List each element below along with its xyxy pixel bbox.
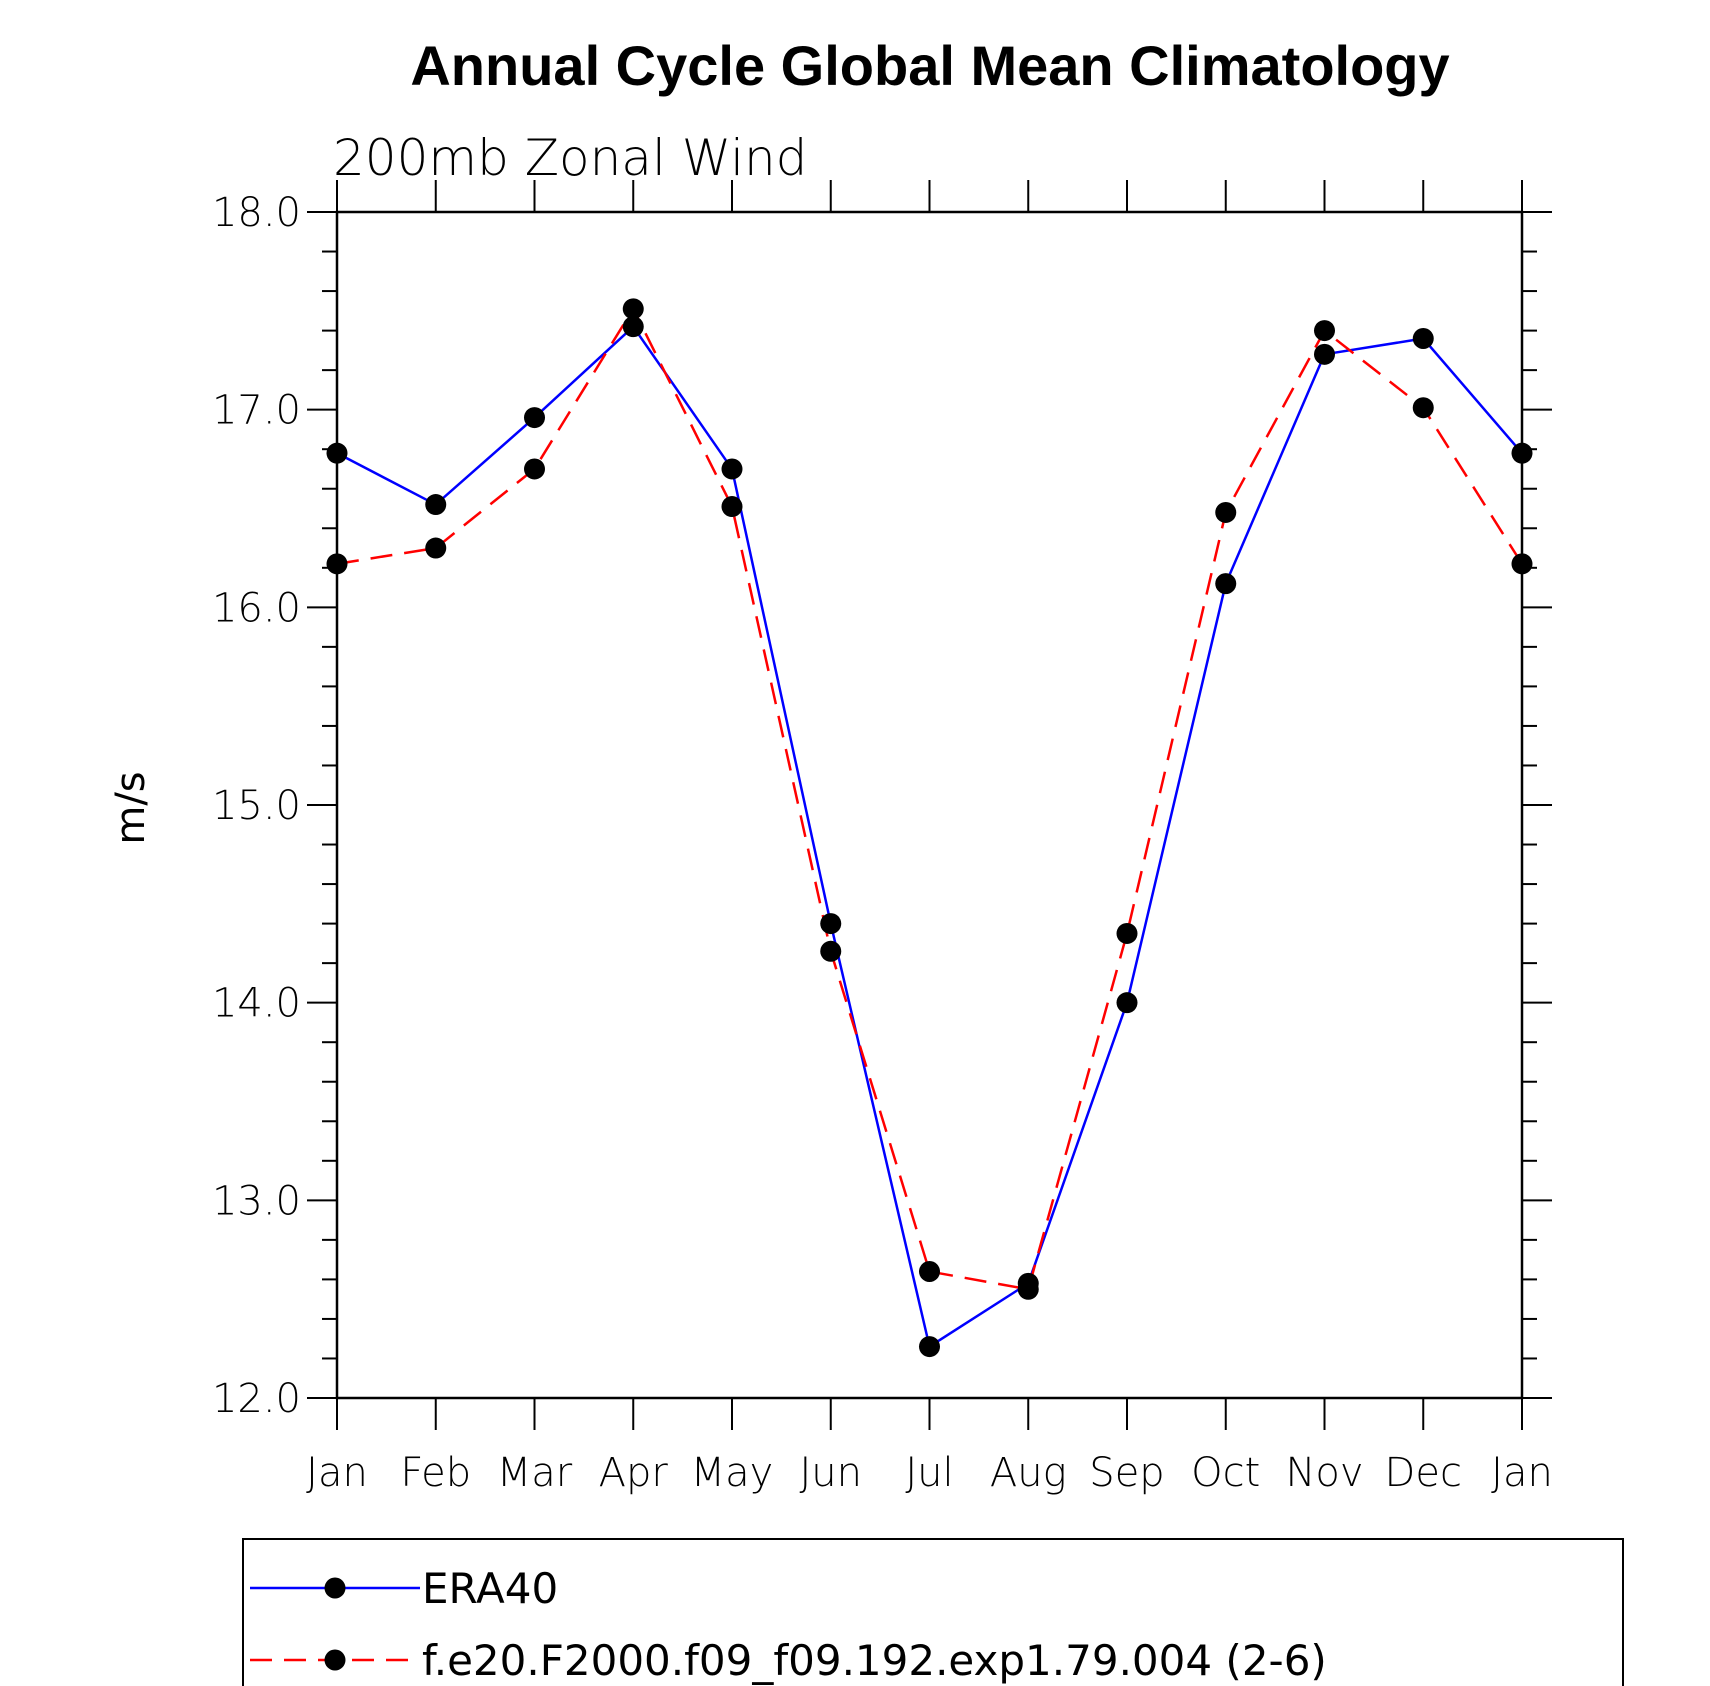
series-1-point (524, 407, 545, 429)
legend: ERA40 f.e20.F2000.f09_f09.192.exp1.79.004… (242, 1538, 1624, 1686)
axes: 12.0 13.0 14.0 15.0 16.0 17.0 18.0 Jan Feb Mar Apr… (212, 180, 1553, 1496)
y-tick-label: 15.0 (212, 783, 301, 829)
series-2-point (1017, 1278, 1039, 1300)
series-line-2 (336, 306, 1524, 1291)
series-2-point (326, 553, 348, 575)
y-tick-label: 13.0 (212, 1178, 301, 1224)
x-tick-label: Jan (1491, 1450, 1553, 1496)
legend-box (242, 1538, 1624, 1686)
series-1-point (919, 1336, 940, 1358)
series-line-1 (336, 324, 1523, 1349)
y-tick-label: 14.0 (212, 981, 301, 1027)
chart-title: Annual Cycle Global Mean Climatology (410, 34, 1449, 97)
series-1-point (1215, 573, 1237, 595)
series-2-point (1412, 397, 1434, 419)
x-tick-label: Dec (1385, 1450, 1462, 1496)
x-tick-label: May (691, 1450, 774, 1496)
y-tick-label: 17.0 (212, 388, 301, 434)
series-1-point (622, 316, 644, 338)
y-tick-label: 16.0 (212, 585, 301, 631)
chart-subtitle: 200mb Zonal Wind (333, 129, 807, 187)
series-2-point (1116, 922, 1138, 944)
series-2-point (919, 1260, 940, 1282)
series-2-point (622, 298, 644, 320)
series-2-point (425, 537, 447, 559)
x-tick-label: Sep (1089, 1450, 1164, 1496)
y-axis-label: m/s (108, 771, 154, 844)
legend-marker-2 (324, 1649, 346, 1671)
x-tick-label: Feb (400, 1450, 471, 1496)
x-tick-label: Jun (800, 1450, 863, 1496)
series-1-point (1116, 992, 1138, 1014)
series-layer (326, 298, 1533, 1358)
x-tick-label: Apr (599, 1450, 669, 1496)
x-tick-label: Nov (1285, 1450, 1363, 1496)
series-1-point (1314, 343, 1335, 365)
y-tick-label: 12.0 (212, 1376, 301, 1422)
series-2-point (721, 496, 743, 518)
series-2-point (1314, 320, 1335, 342)
series-2-point (820, 940, 842, 962)
x-tick-label: Jan (306, 1450, 368, 1496)
plot-frame (335, 210, 1524, 1400)
x-tick-label: Aug (990, 1450, 1067, 1496)
x-tick-label: Jul (905, 1450, 953, 1496)
x-tick-label: Mar (497, 1450, 573, 1496)
legend-label-2: f.e20.F2000.f09_f09.192.exp1.79.004 (2-6… (422, 1636, 1327, 1685)
series-2-point (1511, 553, 1533, 575)
legend-marker-1 (324, 1577, 346, 1599)
series-1-point (1412, 328, 1434, 350)
series-1-point (721, 458, 743, 480)
series-1-point (820, 913, 842, 935)
series-1-point (326, 442, 348, 464)
legend-label-1: ERA40 (422, 1564, 558, 1613)
series-2-point (1215, 501, 1237, 523)
series-2-point (524, 458, 545, 480)
y-tick-label: 18.0 (212, 190, 301, 236)
series-1-point (1511, 442, 1533, 464)
x-tick-label: Oct (1191, 1450, 1260, 1496)
series-1-point (425, 494, 447, 516)
